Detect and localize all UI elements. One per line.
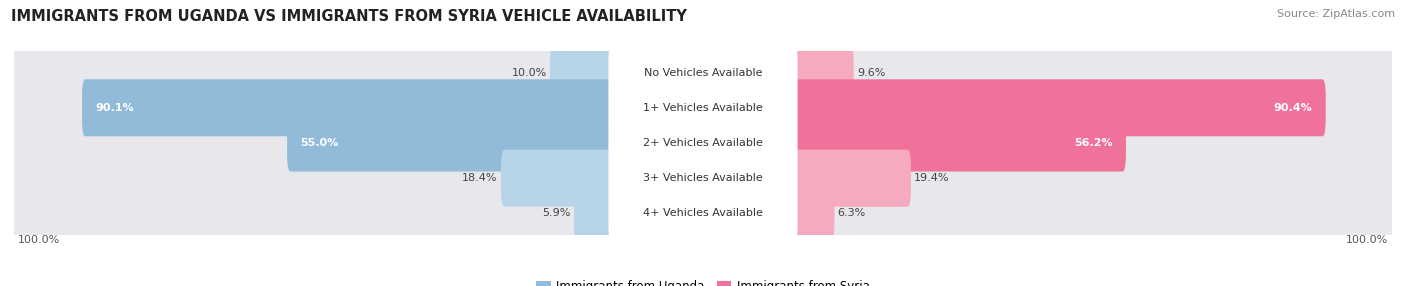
Text: 90.4%: 90.4% xyxy=(1274,103,1312,113)
Text: 56.2%: 56.2% xyxy=(1074,138,1112,148)
Text: 6.3%: 6.3% xyxy=(838,208,866,219)
FancyBboxPatch shape xyxy=(14,73,1392,143)
Text: 19.4%: 19.4% xyxy=(914,173,950,183)
Text: 9.6%: 9.6% xyxy=(858,67,886,78)
FancyBboxPatch shape xyxy=(609,114,797,172)
Text: 55.0%: 55.0% xyxy=(301,138,339,148)
FancyBboxPatch shape xyxy=(14,178,1392,249)
FancyBboxPatch shape xyxy=(609,150,797,207)
FancyBboxPatch shape xyxy=(790,44,853,101)
FancyBboxPatch shape xyxy=(790,114,1126,172)
FancyBboxPatch shape xyxy=(609,79,797,136)
FancyBboxPatch shape xyxy=(609,185,797,242)
Text: 2+ Vehicles Available: 2+ Vehicles Available xyxy=(643,138,763,148)
Text: Source: ZipAtlas.com: Source: ZipAtlas.com xyxy=(1277,9,1395,19)
Text: 4+ Vehicles Available: 4+ Vehicles Available xyxy=(643,208,763,219)
FancyBboxPatch shape xyxy=(14,143,1392,213)
Legend: Immigrants from Uganda, Immigrants from Syria: Immigrants from Uganda, Immigrants from … xyxy=(537,280,869,286)
FancyBboxPatch shape xyxy=(790,150,911,207)
Text: 18.4%: 18.4% xyxy=(463,173,498,183)
FancyBboxPatch shape xyxy=(550,44,616,101)
FancyBboxPatch shape xyxy=(609,44,797,101)
FancyBboxPatch shape xyxy=(14,37,1392,108)
Text: 5.9%: 5.9% xyxy=(543,208,571,219)
Text: No Vehicles Available: No Vehicles Available xyxy=(644,67,762,78)
Text: 100.0%: 100.0% xyxy=(17,235,59,245)
Text: 10.0%: 10.0% xyxy=(512,67,547,78)
Text: 90.1%: 90.1% xyxy=(96,103,134,113)
FancyBboxPatch shape xyxy=(287,114,616,172)
FancyBboxPatch shape xyxy=(574,185,616,242)
Text: IMMIGRANTS FROM UGANDA VS IMMIGRANTS FROM SYRIA VEHICLE AVAILABILITY: IMMIGRANTS FROM UGANDA VS IMMIGRANTS FRO… xyxy=(11,9,688,23)
FancyBboxPatch shape xyxy=(501,150,616,207)
FancyBboxPatch shape xyxy=(790,185,834,242)
FancyBboxPatch shape xyxy=(82,79,616,136)
Text: 3+ Vehicles Available: 3+ Vehicles Available xyxy=(643,173,763,183)
Text: 1+ Vehicles Available: 1+ Vehicles Available xyxy=(643,103,763,113)
FancyBboxPatch shape xyxy=(14,108,1392,178)
Text: 100.0%: 100.0% xyxy=(1347,235,1389,245)
FancyBboxPatch shape xyxy=(790,79,1326,136)
